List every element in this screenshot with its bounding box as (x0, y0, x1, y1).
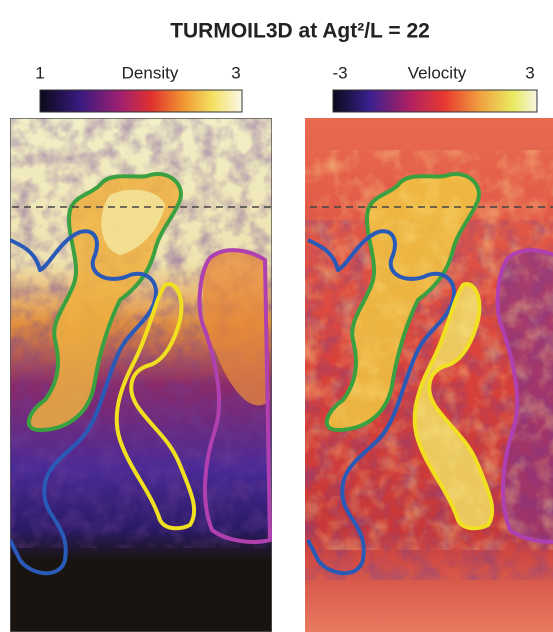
colorbar-min: 1 (35, 63, 44, 82)
colorbar (39, 89, 243, 113)
colorbar (332, 89, 538, 113)
density-panel (10, 118, 272, 632)
colorbar-max: 3 (231, 63, 240, 82)
velocity-panel (305, 118, 553, 632)
colorbar-label: Velocity (408, 63, 467, 82)
title: TURMOIL3D at Agt²/L = 22 (170, 20, 430, 43)
colorbar-max: 3 (525, 63, 534, 82)
colorbar-label: Density (122, 63, 179, 82)
colorbar-min: -3 (332, 63, 347, 82)
